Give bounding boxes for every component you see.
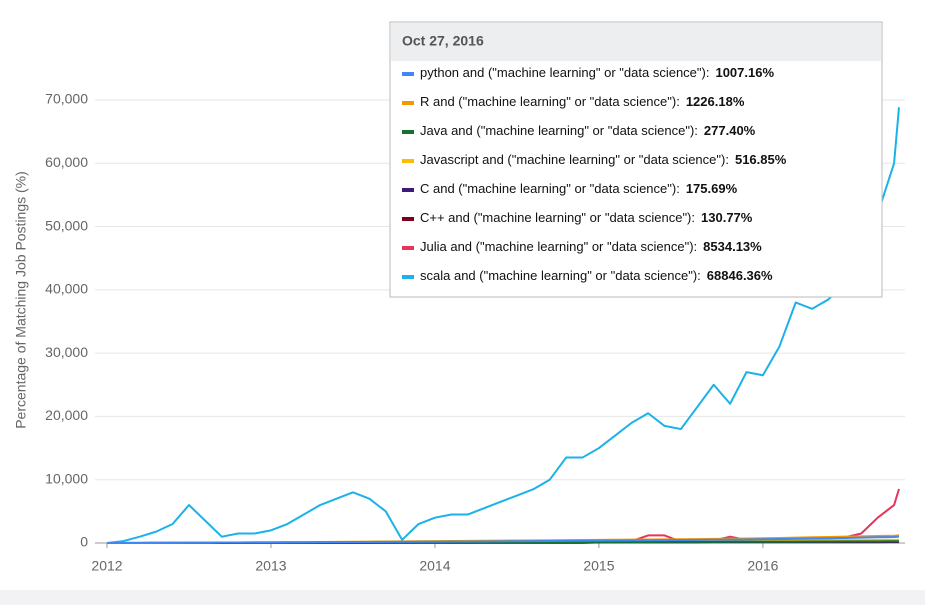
separator: : bbox=[706, 65, 710, 80]
tooltip-row: scala and ("machine learning" or "data s… bbox=[420, 268, 773, 283]
x-tick-label: 2016 bbox=[747, 558, 778, 574]
footer-band bbox=[0, 590, 925, 605]
tooltip-title: Oct 27, 2016 bbox=[402, 33, 484, 49]
series-name: python and ("machine learning" or "data … bbox=[420, 65, 706, 80]
separator: : bbox=[694, 239, 698, 254]
separator: : bbox=[691, 210, 695, 225]
legend-swatch bbox=[402, 217, 414, 221]
tooltip-value: 516.85% bbox=[735, 152, 787, 167]
series-line bbox=[106, 535, 900, 544]
series-name: scala and ("machine learning" or "data s… bbox=[420, 268, 697, 283]
series-name: Julia and ("machine learning" or "data s… bbox=[420, 239, 694, 254]
y-tick-label: 60,000 bbox=[45, 154, 88, 170]
legend-swatch bbox=[402, 159, 414, 163]
separator: : bbox=[676, 94, 680, 109]
separator: : bbox=[697, 268, 701, 283]
tooltip-value: 8534.13% bbox=[703, 239, 762, 254]
series-name: C and ("machine learning" or "data scien… bbox=[420, 181, 676, 196]
y-tick-label: 10,000 bbox=[45, 470, 88, 486]
series-name: C++ and ("machine learning" or "data sci… bbox=[420, 210, 691, 225]
tooltip-row: C and ("machine learning" or "data scien… bbox=[420, 181, 738, 196]
legend-swatch bbox=[402, 275, 414, 279]
tooltip-value: 277.40% bbox=[704, 123, 756, 138]
tooltip-value: 68846.36% bbox=[707, 268, 773, 283]
y-tick-label: 70,000 bbox=[45, 91, 88, 107]
tooltip-value: 1226.18% bbox=[686, 94, 745, 109]
tooltip-row: R and ("machine learning" or "data scien… bbox=[420, 94, 745, 109]
tooltip-row: Julia and ("machine learning" or "data s… bbox=[420, 239, 762, 254]
legend-swatch bbox=[402, 130, 414, 134]
x-tick-label: 2015 bbox=[583, 558, 614, 574]
y-tick-label: 40,000 bbox=[45, 281, 88, 297]
separator: : bbox=[725, 152, 729, 167]
tooltip-value: 175.69% bbox=[686, 181, 738, 196]
tooltip-row: Javascript and ("machine learning" or "d… bbox=[420, 152, 787, 167]
y-tick-label: 0 bbox=[80, 534, 88, 550]
y-axis-title: Percentage of Matching Job Postings (%) bbox=[13, 171, 29, 429]
legend-swatch bbox=[402, 72, 414, 76]
separator: : bbox=[676, 181, 680, 196]
y-tick-label: 20,000 bbox=[45, 407, 88, 423]
tooltip-row: python and ("machine learning" or "data … bbox=[420, 65, 774, 80]
tooltip-header bbox=[391, 23, 881, 61]
y-tick-label: 30,000 bbox=[45, 344, 88, 360]
series-name: R and ("machine learning" or "data scien… bbox=[420, 94, 676, 109]
series-name: Javascript and ("machine learning" or "d… bbox=[420, 152, 725, 167]
legend-swatch bbox=[402, 246, 414, 250]
legend-swatch bbox=[402, 101, 414, 105]
y-tick-label: 50,000 bbox=[45, 217, 88, 233]
series-name: Java and ("machine learning" or "data sc… bbox=[420, 123, 694, 138]
tooltip-row: Java and ("machine learning" or "data sc… bbox=[420, 123, 756, 138]
tooltip-box bbox=[389, 21, 883, 298]
x-tick-label: 2014 bbox=[419, 558, 450, 574]
tooltip-value: 130.77% bbox=[701, 210, 753, 225]
legend-swatch bbox=[402, 188, 414, 192]
series-line bbox=[106, 107, 900, 544]
tooltip-row: C++ and ("machine learning" or "data sci… bbox=[420, 210, 753, 225]
x-tick-label: 2012 bbox=[91, 558, 122, 574]
x-tick-label: 2013 bbox=[255, 558, 286, 574]
tooltip: Oct 27, 2016 python and ("machine learni… bbox=[389, 21, 883, 298]
separator: : bbox=[694, 123, 698, 138]
tooltip-value: 1007.16% bbox=[715, 65, 774, 80]
